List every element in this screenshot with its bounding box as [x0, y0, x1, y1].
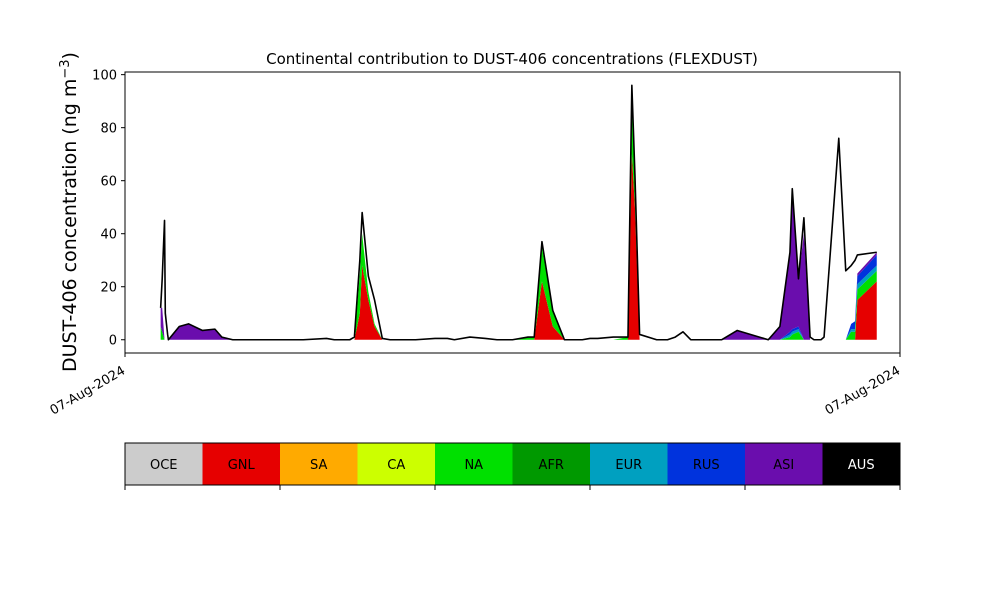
- chart-title: Continental contribution to DUST-406 con…: [266, 50, 758, 68]
- y-axis-label-main: DUST-406 concentration (ng m: [59, 79, 81, 372]
- colorbar-cell-ca: [357, 443, 436, 485]
- area-asi: [160, 106, 877, 340]
- y-tick-label-80: 80: [100, 122, 117, 137]
- colorbar-cell-oce: [125, 443, 203, 485]
- y-tick-label-100: 100: [92, 69, 117, 84]
- colorbar-label-aus: AUS: [848, 458, 875, 473]
- plot-frame: [124, 71, 901, 354]
- colorbar-cell-rus: [667, 443, 746, 485]
- colorbar-cell-gnl: [202, 443, 281, 485]
- colorbar-label-gnl: GNL: [228, 458, 256, 473]
- colorbar-label-sa: SA: [310, 458, 327, 473]
- x-tick-label-1: 07-Aug-2024: [823, 363, 903, 418]
- colorbar-cell-afr: [512, 443, 591, 485]
- colorbar-cell-sa: [280, 443, 358, 485]
- colorbar-cell-na: [435, 443, 513, 485]
- area-eur: [160, 106, 877, 340]
- total-concentration-line: [159, 84, 877, 341]
- colorbar-label-rus: RUS: [693, 458, 720, 473]
- colorbar-label-ca: CA: [387, 458, 405, 473]
- colorbar-label-afr: AFR: [539, 458, 564, 473]
- y-axis-label: DUST-406 concentration (ng m−3): [58, 52, 82, 372]
- y-axis-label-close: ): [59, 52, 81, 59]
- colorbar-cell-eur: [590, 443, 668, 485]
- colorbar-label-asi: ASI: [773, 458, 794, 473]
- colorbar-label-na: NA: [464, 458, 483, 473]
- y-tick-label-0: 0: [109, 334, 117, 349]
- colorbar-cell-asi: [745, 443, 823, 485]
- area-na: [160, 106, 877, 340]
- y-axis-label-superscript: −3: [58, 59, 73, 78]
- y-tick-label-20: 20: [100, 281, 117, 296]
- area-gnl: [160, 154, 877, 340]
- y-tick-label-40: 40: [100, 228, 117, 243]
- colorbar-frame: [124, 442, 901, 486]
- colorbar-label-eur: EUR: [615, 458, 642, 473]
- y-tick-label-60: 60: [100, 175, 117, 190]
- colorbar-cell-aus: [822, 443, 901, 485]
- colorbar-label-oce: OCE: [150, 458, 178, 473]
- area-rus: [160, 106, 877, 340]
- region-colorbar: OCE GNL SA CA NA AFR EUR RUS ASI AUS: [124, 442, 901, 490]
